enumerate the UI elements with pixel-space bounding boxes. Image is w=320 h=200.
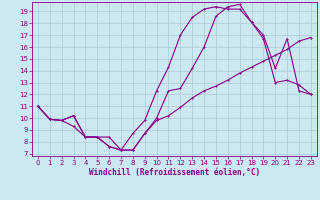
X-axis label: Windchill (Refroidissement éolien,°C): Windchill (Refroidissement éolien,°C) <box>89 168 260 177</box>
